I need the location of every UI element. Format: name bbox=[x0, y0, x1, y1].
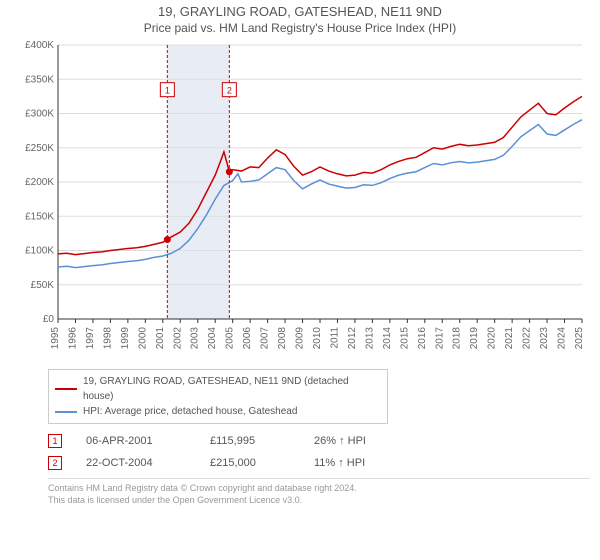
y-tick-label: £200K bbox=[25, 177, 54, 188]
sale-marker-dot bbox=[226, 168, 233, 175]
y-tick-label: £300K bbox=[25, 109, 54, 120]
x-tick-label: 2017 bbox=[434, 327, 445, 350]
y-tick-label: £150K bbox=[25, 211, 54, 222]
x-tick-label: 1996 bbox=[67, 327, 78, 350]
x-tick-label: 1999 bbox=[120, 327, 131, 350]
chart-titles: 19, GRAYLING ROAD, GATESHEAD, NE11 9ND P… bbox=[0, 0, 600, 35]
sale-row: 1 06-APR-2001 £115,995 26% ↑ HPI bbox=[48, 434, 590, 448]
y-tick-label: £350K bbox=[25, 74, 54, 85]
sale-row-date: 06-APR-2001 bbox=[86, 435, 186, 447]
x-tick-label: 1995 bbox=[50, 327, 61, 350]
y-tick-label: £50K bbox=[31, 280, 55, 291]
x-tick-label: 1997 bbox=[85, 327, 96, 350]
legend-swatch bbox=[55, 411, 77, 413]
x-tick-label: 2002 bbox=[172, 327, 183, 350]
x-tick-label: 2022 bbox=[522, 327, 533, 350]
x-tick-label: 2006 bbox=[242, 327, 253, 350]
x-tick-label: 2024 bbox=[557, 327, 568, 350]
sale-row: 2 22-OCT-2004 £215,000 11% ↑ HPI bbox=[48, 456, 590, 470]
y-tick-label: £400K bbox=[25, 41, 54, 51]
legend-row: HPI: Average price, detached house, Gate… bbox=[55, 404, 381, 419]
sale-row-date: 22-OCT-2004 bbox=[86, 457, 186, 469]
line-chart: £0 £50K £100K £150K £200K £250K £300K £350K £400… bbox=[10, 41, 590, 361]
series-subject bbox=[58, 96, 582, 254]
legend-row: 19, GRAYLING ROAD, GATESHEAD, NE11 9ND (… bbox=[55, 374, 381, 404]
sale-events: 1 06-APR-2001 £115,995 26% ↑ HPI 2 22-OCT-200… bbox=[48, 434, 590, 470]
footer-line: This data is licensed under the Open Gov… bbox=[48, 495, 590, 507]
sale-row-delta: 26% ↑ HPI bbox=[314, 435, 366, 447]
sale-row-marker: 1 bbox=[48, 434, 62, 448]
x-tick-label: 2013 bbox=[364, 327, 375, 350]
x-tick-label: 2016 bbox=[417, 327, 428, 350]
y-tick-label: £0 bbox=[43, 314, 55, 325]
footer-line: Contains HM Land Registry data © Crown c… bbox=[48, 483, 590, 495]
x-tick-label: 2021 bbox=[504, 327, 515, 350]
x-tick-label: 1998 bbox=[102, 327, 113, 350]
x-tick-label: 2018 bbox=[452, 327, 463, 350]
sale-row-price: £215,000 bbox=[210, 457, 290, 469]
sale-marker-dot bbox=[164, 236, 171, 243]
x-tick-label: 2014 bbox=[382, 327, 393, 350]
y-tick-label: £250K bbox=[25, 143, 54, 154]
x-tick-label: 2020 bbox=[487, 327, 498, 350]
x-tick-label: 2001 bbox=[155, 327, 166, 350]
x-tick-label: 2015 bbox=[399, 327, 410, 350]
legend-swatch bbox=[55, 388, 77, 390]
legend-label: HPI: Average price, detached house, Gate… bbox=[83, 404, 297, 419]
x-tick-label: 2007 bbox=[260, 327, 271, 350]
x-tick-label: 2009 bbox=[295, 327, 306, 350]
x-tick-label: 2023 bbox=[539, 327, 550, 350]
x-tick-label: 2005 bbox=[225, 327, 236, 350]
x-tick-label: 2003 bbox=[190, 327, 201, 350]
sale-marker-number: 1 bbox=[165, 86, 170, 96]
title-sub: Price paid vs. HM Land Registry's House … bbox=[0, 21, 600, 35]
sale-row-marker: 2 bbox=[48, 456, 62, 470]
attribution-footer: Contains HM Land Registry data © Crown c… bbox=[48, 478, 590, 506]
x-tick-label: 2025 bbox=[574, 327, 585, 350]
x-tick-label: 2008 bbox=[277, 327, 288, 350]
y-tick-label: £100K bbox=[25, 246, 54, 257]
x-tick-label: 2012 bbox=[347, 327, 358, 350]
x-tick-label: 2019 bbox=[469, 327, 480, 350]
x-tick-label: 2004 bbox=[207, 327, 218, 350]
x-tick-label: 2000 bbox=[137, 327, 148, 350]
x-tick-label: 2011 bbox=[329, 327, 340, 349]
series-hpi bbox=[58, 120, 582, 268]
legend: 19, GRAYLING ROAD, GATESHEAD, NE11 9ND (… bbox=[48, 369, 388, 424]
sale-row-delta: 11% ↑ HPI bbox=[314, 457, 365, 469]
sale-marker-number: 2 bbox=[227, 86, 232, 96]
legend-label: 19, GRAYLING ROAD, GATESHEAD, NE11 9ND (… bbox=[83, 374, 381, 404]
title-main: 19, GRAYLING ROAD, GATESHEAD, NE11 9ND bbox=[0, 4, 600, 19]
chart-area: £0 £50K £100K £150K £200K £250K £300K £350K £400… bbox=[10, 41, 590, 361]
sale-row-price: £115,995 bbox=[210, 435, 290, 447]
x-tick-label: 2010 bbox=[312, 327, 323, 350]
